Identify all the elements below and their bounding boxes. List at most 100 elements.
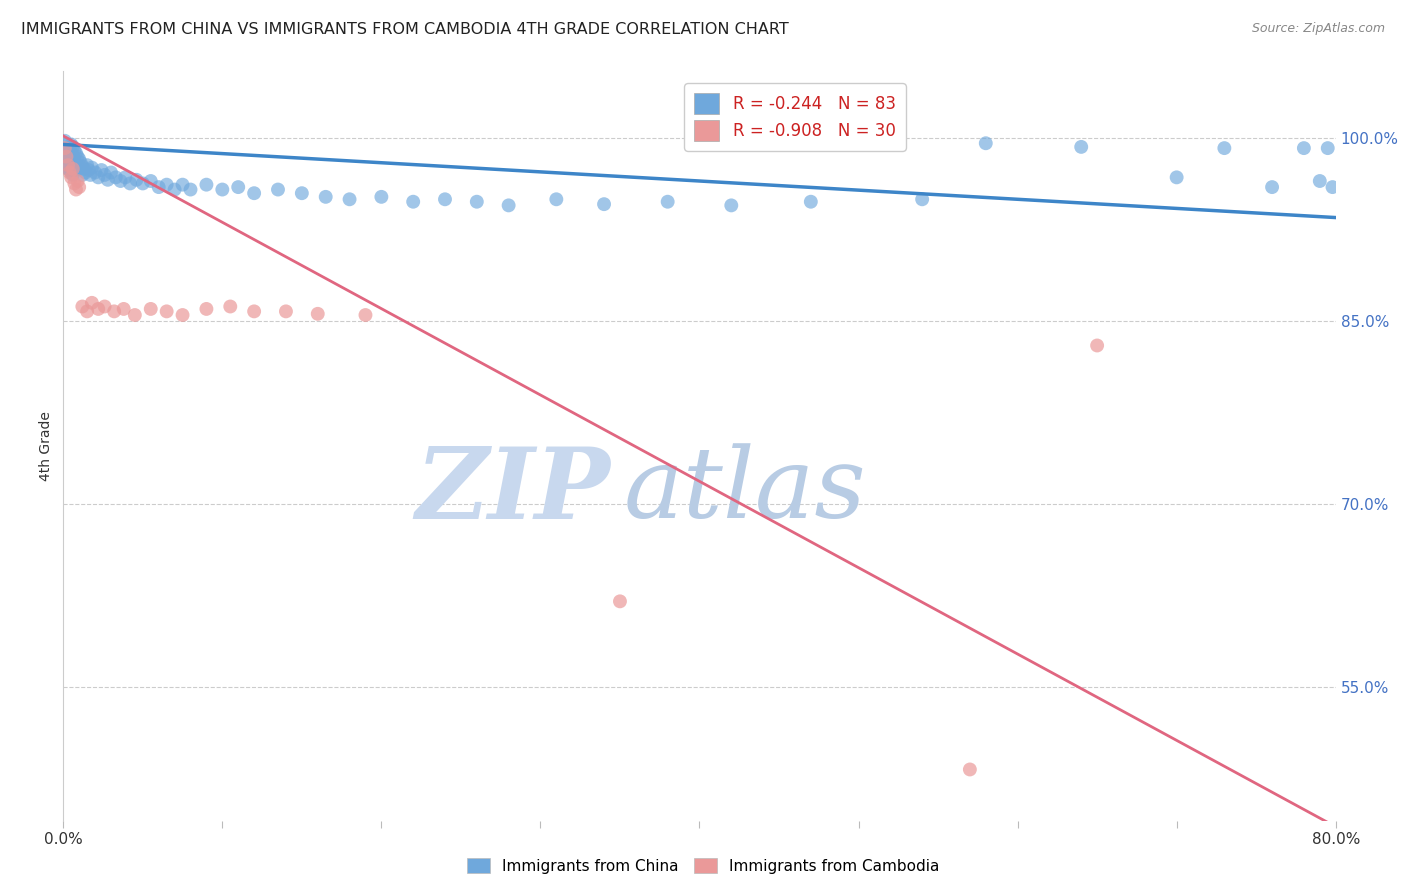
Point [434, 192, 457, 206]
Point [55, 150, 77, 164]
Text: atlas: atlas [623, 443, 866, 539]
Point [720, 198, 742, 212]
Point [546, 192, 568, 206]
Point [1316, 141, 1339, 155]
Point [60, 146, 83, 161]
Point [1085, 338, 1108, 352]
Point [219, 300, 242, 314]
Point [112, 301, 135, 316]
Point [800, 194, 823, 209]
Point [60, 137, 83, 152]
Point [110, 174, 132, 188]
Point [120, 177, 142, 191]
Point [53, 141, 76, 155]
Point [163, 182, 186, 196]
Point [132, 177, 155, 191]
Point [211, 182, 233, 196]
Point [76, 304, 98, 318]
Point [195, 178, 218, 192]
Point [114, 170, 136, 185]
Point [1292, 141, 1315, 155]
Point [67, 161, 90, 176]
Point [100, 165, 122, 179]
Point [67, 152, 90, 166]
Point [172, 178, 194, 192]
Point [195, 301, 218, 316]
Point [226, 180, 249, 194]
Point [55, 158, 77, 172]
Text: IMMIGRANTS FROM CHINA VS IMMIGRANTS FROM CAMBODIA 4TH GRADE CORRELATION CHART: IMMIGRANTS FROM CHINA VS IMMIGRANTS FROM… [21, 22, 789, 37]
Point [90, 163, 112, 178]
Point [65, 182, 87, 196]
Point [77, 163, 100, 178]
Point [315, 190, 337, 204]
Point [62, 168, 84, 182]
Point [72, 300, 94, 314]
Point [354, 308, 377, 322]
Point [97, 173, 120, 187]
Point [72, 160, 94, 174]
Point [291, 186, 314, 201]
Point [55, 150, 77, 164]
Point [65, 146, 87, 161]
Point [339, 192, 361, 206]
Point [62, 140, 84, 154]
Point [139, 174, 162, 188]
Point [402, 194, 425, 209]
Point [87, 170, 110, 185]
Point [172, 308, 194, 322]
Point [465, 194, 488, 209]
Point [67, 180, 90, 194]
Point [267, 182, 290, 196]
Point [80, 161, 103, 175]
Point [62, 158, 84, 172]
Point [1213, 141, 1236, 155]
Text: Source: ZipAtlas.com: Source: ZipAtlas.com [1251, 22, 1385, 36]
Point [1309, 174, 1331, 188]
Point [59, 163, 82, 178]
Point [59, 165, 82, 179]
Point [56, 158, 79, 172]
Point [66, 161, 89, 175]
Point [60, 155, 83, 169]
Point [53, 144, 76, 158]
Point [125, 173, 148, 187]
Point [959, 763, 981, 777]
Point [66, 174, 89, 188]
Point [124, 308, 146, 322]
Point [56, 141, 79, 155]
Point [80, 296, 103, 310]
Legend: Immigrants from China, Immigrants from Cambodia: Immigrants from China, Immigrants from C… [461, 852, 945, 880]
Point [75, 165, 97, 179]
Point [243, 186, 266, 201]
Point [76, 158, 98, 172]
Point [1070, 140, 1092, 154]
Point [139, 301, 162, 316]
Point [243, 304, 266, 318]
Point [79, 168, 101, 182]
Point [63, 153, 86, 168]
Point [307, 307, 329, 321]
Point [62, 161, 84, 176]
Text: ZIP: ZIP [415, 442, 610, 539]
Point [274, 304, 297, 318]
Point [104, 170, 127, 185]
Point [498, 198, 520, 212]
Y-axis label: 4th Grade: 4th Grade [39, 411, 53, 481]
Point [62, 148, 84, 162]
Point [370, 190, 392, 204]
Point [156, 178, 179, 192]
Point [59, 144, 82, 158]
Point [87, 301, 110, 316]
Point [63, 144, 86, 158]
Point [593, 197, 616, 211]
Point [974, 136, 997, 151]
Point [609, 594, 631, 608]
Point [69, 155, 91, 169]
Point [84, 165, 107, 179]
Point [1322, 180, 1344, 194]
Point [1166, 170, 1188, 185]
Point [911, 192, 934, 206]
Point [53, 134, 76, 148]
Legend: R = -0.244   N = 83, R = -0.908   N = 30: R = -0.244 N = 83, R = -0.908 N = 30 [685, 84, 905, 151]
